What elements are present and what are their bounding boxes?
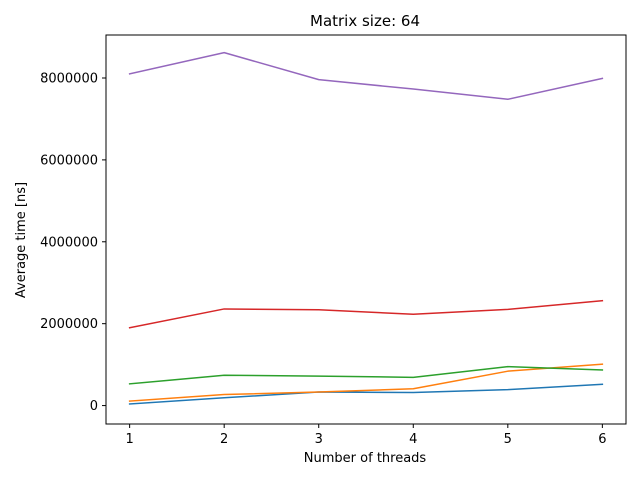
y-tick-label: 8000000 (40, 71, 98, 86)
x-tick-label: 4 (409, 432, 417, 447)
y-tick-label: 0 (90, 399, 98, 414)
series-line-1 (128, 383, 604, 405)
plot-frame (105, 34, 627, 425)
series-line-4 (128, 299, 604, 329)
series-layer (128, 51, 604, 405)
x-tick-label: 5 (504, 432, 512, 447)
y-tick-label: 4000000 (40, 235, 98, 250)
y-axis-title: Average time [ns] (14, 182, 29, 298)
chart-title: Matrix size: 64 (310, 12, 420, 30)
series-line-2 (128, 363, 604, 402)
y-tick-label: 6000000 (40, 153, 98, 168)
series-line-3 (128, 365, 604, 385)
y-tick-label: 2000000 (40, 317, 98, 332)
x-tick-label: 3 (315, 432, 323, 447)
x-tick-label: 6 (598, 432, 606, 447)
axes-layer: 1 2 3 4 5 6 0 2000000 4000000 6000000 8000000 (40, 34, 627, 447)
x-axis-title: Number of threads (304, 451, 427, 466)
x-tick-label: 2 (220, 432, 228, 447)
x-tick-label: 1 (125, 432, 133, 447)
series-line-5 (128, 51, 604, 101)
